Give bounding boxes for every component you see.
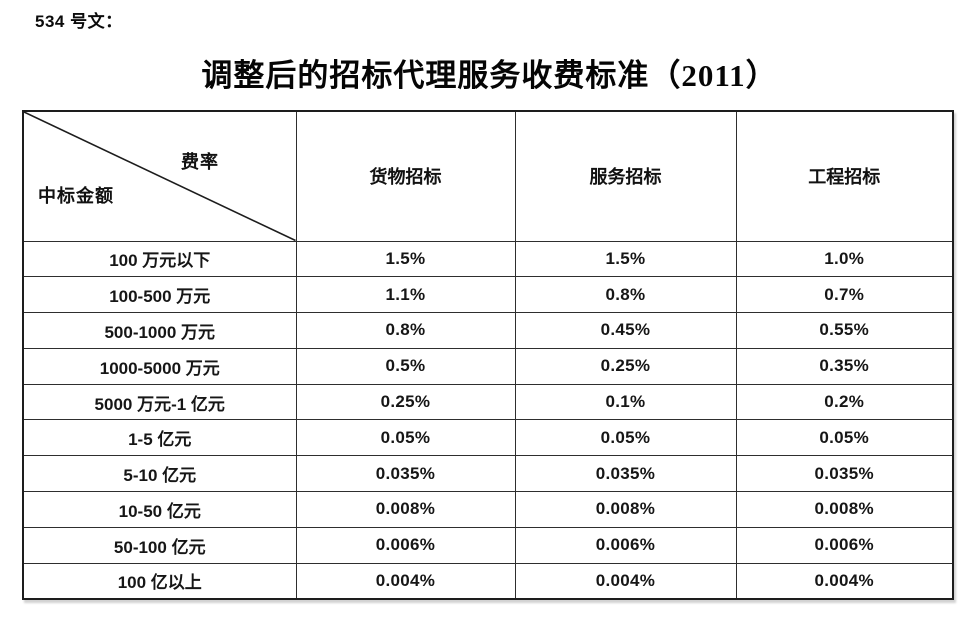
rate-cell: 0.7% — [735, 276, 954, 314]
row-label: 5000 万元-1 亿元 — [22, 383, 297, 421]
row-label: 1000-5000 万元 — [22, 347, 297, 385]
row-label: 50-100 亿元 — [22, 526, 297, 564]
rate-cell: 1.0% — [735, 240, 954, 278]
rate-cell: 0.035% — [735, 455, 954, 493]
table-row: 5000 万元-1 亿元 0.25% 0.1% 0.2% — [22, 383, 954, 421]
rate-cell: 0.008% — [735, 491, 954, 528]
rate-cell: 0.25% — [514, 347, 737, 385]
row-label: 100 万元以下 — [22, 240, 297, 278]
table-body: 100 万元以下 1.5% 1.5% 1.0% 100-500 万元 1.1% … — [22, 240, 954, 600]
rate-cell: 0.004% — [295, 562, 516, 600]
rate-cell: 0.8% — [295, 312, 516, 349]
row-label: 100 亿以上 — [22, 562, 297, 600]
rate-cell: 1.1% — [295, 276, 516, 314]
rate-cell: 0.2% — [735, 383, 954, 421]
rate-cell: 0.1% — [514, 383, 737, 421]
row-label: 100-500 万元 — [22, 276, 297, 314]
rate-cell: 0.035% — [295, 455, 516, 493]
rate-cell: 0.008% — [295, 491, 516, 528]
rate-cell: 0.006% — [514, 526, 737, 564]
corner-label-amount: 中标金额 — [38, 186, 114, 206]
rate-cell: 1.5% — [295, 240, 516, 278]
table-header: 费率 中标金额 货物招标 服务招标 工程招标 — [22, 110, 954, 242]
rate-cell: 0.05% — [735, 419, 954, 457]
corner-label-rate: 费率 — [181, 152, 219, 172]
rate-cell: 0.035% — [514, 455, 737, 493]
rate-cell: 0.5% — [295, 347, 516, 385]
rate-cell: 0.006% — [295, 526, 516, 564]
rate-cell: 0.45% — [514, 312, 737, 349]
rate-cell: 0.006% — [735, 526, 954, 564]
table-row: 5-10 亿元 0.035% 0.035% 0.035% — [22, 455, 954, 493]
rate-cell: 0.8% — [514, 276, 737, 314]
row-label: 5-10 亿元 — [22, 455, 297, 493]
table-row: 100-500 万元 1.1% 0.8% 0.7% — [22, 276, 954, 314]
rate-cell: 0.55% — [735, 312, 954, 349]
rate-cell: 0.25% — [295, 383, 516, 421]
diagonal-line — [24, 112, 296, 241]
table-row: 10-50 亿元 0.008% 0.008% 0.008% — [22, 491, 954, 528]
diagonal-corner-cell: 费率 中标金额 — [22, 110, 297, 242]
rate-cell: 0.35% — [735, 347, 954, 385]
rate-cell: 0.05% — [295, 419, 516, 457]
table-row: 50-100 亿元 0.006% 0.006% 0.006% — [22, 526, 954, 564]
rate-cell: 0.05% — [514, 419, 737, 457]
rate-cell: 1.5% — [514, 240, 737, 278]
rate-cell: 0.008% — [514, 491, 737, 528]
fee-standard-table: 费率 中标金额 货物招标 服务招标 工程招标 100 万元以下 1.5% 1.5… — [22, 110, 954, 600]
table-row: 100 万元以下 1.5% 1.5% 1.0% — [22, 240, 954, 278]
table-row: 500-1000 万元 0.8% 0.45% 0.55% — [22, 312, 954, 349]
row-label: 500-1000 万元 — [22, 312, 297, 349]
column-header-works: 工程招标 — [735, 110, 954, 242]
column-header-goods: 货物招标 — [295, 110, 516, 242]
row-label: 1-5 亿元 — [22, 419, 297, 457]
table-row: 1000-5000 万元 0.5% 0.25% 0.35% — [22, 347, 954, 385]
table-row: 100 亿以上 0.004% 0.004% 0.004% — [22, 562, 954, 600]
doc-number-label: 534 号文： — [35, 12, 123, 31]
row-label: 10-50 亿元 — [22, 491, 297, 528]
table-row: 1-5 亿元 0.05% 0.05% 0.05% — [22, 419, 954, 457]
column-header-services: 服务招标 — [514, 110, 737, 242]
header-row: 费率 中标金额 货物招标 服务招标 工程招标 — [22, 110, 954, 242]
page-title: 调整后的招标代理服务收费标准（2011） — [201, 58, 778, 93]
rate-cell: 0.004% — [514, 562, 737, 600]
rate-cell: 0.004% — [735, 562, 954, 600]
